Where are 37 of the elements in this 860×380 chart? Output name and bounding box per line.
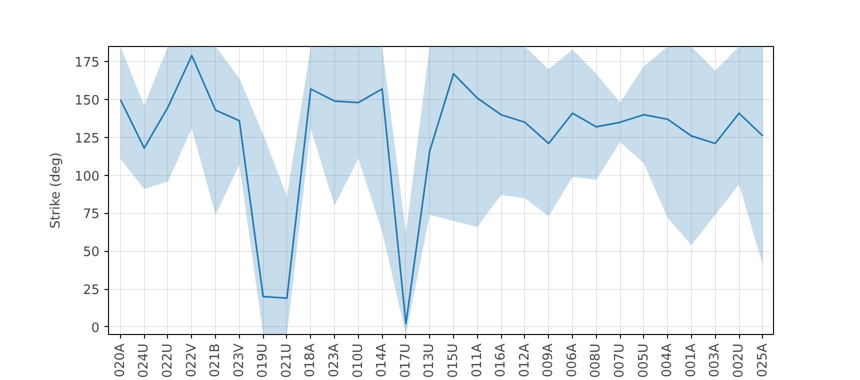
x-tick-label: 001A (684, 343, 699, 378)
x-tick-label: 019U (256, 344, 271, 378)
x-tick-label: 002U (732, 344, 746, 378)
x-tick-label: 004A (660, 343, 676, 378)
y-axis-title: Strike (deg) (48, 152, 64, 229)
x-tick-label: 006A (564, 343, 580, 378)
x-tick-label: 021B (208, 343, 224, 378)
x-tick-label: 023A (327, 343, 342, 378)
x-tick-label: 022V (184, 343, 200, 378)
y-tick-label: 50 (82, 245, 100, 260)
y-tick-label: 75 (82, 207, 100, 222)
x-tick-label: 009A (541, 343, 556, 378)
x-tick-label: 020A (112, 343, 128, 378)
x-tick-label: 014A (374, 343, 390, 378)
x-tick-label: 003A (708, 343, 723, 378)
y-tick-label: 100 (74, 169, 100, 184)
x-tick-label: 023V (232, 343, 247, 378)
y-tick-label: 125 (74, 131, 100, 146)
y-tick-label: 25 (82, 283, 100, 298)
y-tick-label: 150 (74, 94, 100, 109)
x-tick-label: 016A (494, 343, 509, 378)
x-tick-label: 008U (588, 344, 604, 378)
x-tick-label: 005U (636, 344, 652, 378)
x-tick-label: 007U (612, 344, 628, 378)
x-tick-label: 010U (350, 344, 366, 378)
x-tick-label: 011A (470, 343, 485, 378)
x-tick-label: 015U (446, 344, 461, 378)
y-tick-label: 175 (74, 56, 100, 71)
x-tick-label: 025A (755, 343, 770, 378)
x-tick-label: 021U (279, 344, 294, 378)
x-tick-label: 012A (517, 343, 532, 378)
x-tick-label: 017U (398, 344, 414, 378)
x-tick-label: 018A (303, 343, 318, 378)
y-tick-label: 0 (91, 320, 100, 336)
x-tick-label: 022U (160, 344, 176, 378)
x-tick-label: 013U (422, 344, 438, 378)
x-tick-label: 024U (136, 344, 152, 378)
